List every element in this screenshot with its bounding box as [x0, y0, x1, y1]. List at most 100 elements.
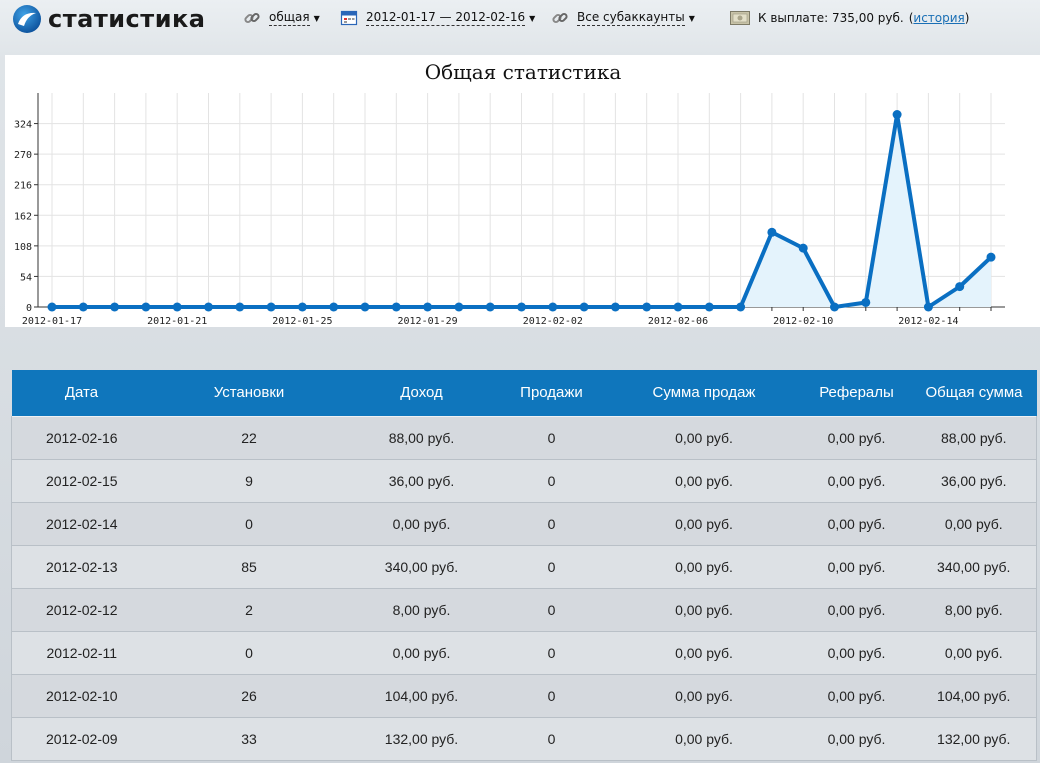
- cell-income: 340,00 руб.: [346, 544, 497, 589]
- top-bar: статистика общая ▼ 2012-01-17 — 2012-02-…: [0, 0, 1040, 36]
- data-point: [235, 302, 245, 312]
- column-header-income[interactable]: Доход: [346, 370, 497, 416]
- cell-referrals: 0,00 руб.: [801, 415, 912, 460]
- data-point: [110, 302, 120, 312]
- x-tick-label: 2012-01-21: [147, 316, 207, 327]
- column-header-sales[interactable]: Продажи: [496, 370, 607, 416]
- cell-income: 88,00 руб.: [346, 415, 497, 460]
- cell-sales-sum: 0,00 руб.: [606, 587, 802, 632]
- data-point: [485, 302, 495, 312]
- cell-date: 2012-02-12: [11, 587, 152, 632]
- data-point: [423, 302, 433, 312]
- data-point: [673, 302, 683, 312]
- column-header-sales-sum[interactable]: Сумма продаж: [606, 370, 802, 416]
- table-header-row: Дата Установки Доход Продажи Сумма прода…: [11, 370, 1037, 416]
- data-point: [141, 302, 151, 312]
- data-point: [923, 302, 933, 312]
- cell-date: 2012-02-09: [11, 716, 152, 761]
- cell-sales: 0: [496, 587, 607, 632]
- table-row: 2012-02-13 85 340,00 руб. 0 0,00 руб. 0,00 ру…: [11, 544, 1037, 589]
- paren-open: (: [908, 11, 914, 25]
- cell-total: 0,00 руб.: [911, 501, 1037, 546]
- cell-sales: 0: [496, 458, 607, 503]
- banknote-icon: [730, 11, 750, 25]
- column-header-referrals[interactable]: Рефералы: [801, 370, 912, 416]
- chevron-down-icon[interactable]: ▼: [529, 13, 536, 23]
- chain-link-icon: [552, 12, 568, 24]
- data-point: [830, 302, 839, 312]
- cell-income: 132,00 руб.: [346, 716, 497, 761]
- chart-panel: 0 54 108 162 216 270 324 2012-01-17 2012-01-21 20…: [5, 55, 1040, 327]
- chevron-down-icon[interactable]: ▼: [688, 13, 695, 23]
- cell-sales-sum: 0,00 руб.: [606, 716, 802, 761]
- cell-date: 2012-02-11: [11, 630, 152, 675]
- data-point: [391, 302, 401, 312]
- stats-table: Дата Установки Доход Продажи Сумма прода…: [11, 370, 1037, 761]
- cell-date: 2012-02-14: [11, 501, 152, 546]
- column-header-date[interactable]: Дата: [11, 370, 152, 416]
- cell-sales: 0: [496, 544, 607, 589]
- cell-date: 2012-02-16: [11, 415, 152, 460]
- data-point: [360, 302, 370, 312]
- payout-amount: К выплате: 735,00 руб.: [758, 11, 904, 25]
- data-point: [172, 302, 182, 312]
- cell-installs: 85: [151, 544, 347, 589]
- table-row: 2012-02-11 0 0,00 руб. 0 0,00 руб. 0,00 руб. 0…: [11, 630, 1037, 675]
- column-header-installs[interactable]: Установки: [151, 370, 347, 416]
- cell-sales-sum: 0,00 руб.: [606, 501, 802, 546]
- chevron-down-icon[interactable]: ▼: [313, 13, 320, 23]
- cell-installs: 26: [151, 673, 347, 718]
- data-point: [204, 302, 213, 312]
- data-point: [704, 302, 714, 312]
- x-tick-label: 2012-02-02: [523, 316, 583, 327]
- data-point: [642, 302, 652, 312]
- subaccounts-dropdown[interactable]: Все субаккаунты: [577, 10, 685, 26]
- cell-referrals: 0,00 руб.: [801, 673, 912, 718]
- cell-referrals: 0,00 руб.: [801, 716, 912, 761]
- data-point: [955, 282, 965, 292]
- cell-referrals: 0,00 руб.: [801, 587, 912, 632]
- data-point: [78, 302, 88, 312]
- cell-sales: 0: [496, 673, 607, 718]
- x-tick-label: 2012-01-29: [397, 316, 457, 327]
- cell-total: 88,00 руб.: [911, 415, 1037, 460]
- cell-sales-sum: 0,00 руб.: [606, 544, 802, 589]
- table-row: 2012-02-09 33 132,00 руб. 0 0,00 руб. 0,00 ру…: [11, 716, 1037, 761]
- date-range-selector[interactable]: 2012-01-17 — 2012-02-16 ▼: [340, 8, 535, 28]
- y-tick-label: 54: [20, 272, 32, 283]
- table-row: 2012-02-16 22 88,00 руб. 0 0,00 руб. 0,00 руб…: [11, 415, 1037, 460]
- cell-income: 8,00 руб.: [346, 587, 497, 632]
- data-point: [798, 243, 808, 253]
- data-point: [454, 302, 464, 312]
- y-tick-label: 108: [14, 242, 32, 253]
- cell-income: 0,00 руб.: [346, 501, 497, 546]
- cell-installs: 0: [151, 501, 347, 546]
- table-row: 2012-02-12 2 8,00 руб. 0 0,00 руб. 0,00 руб. 8…: [11, 587, 1037, 632]
- y-tick-label: 270: [14, 150, 32, 161]
- payout-info: К выплате: 735,00 руб. (история): [730, 8, 969, 28]
- chain-link-icon: [244, 12, 260, 24]
- filter-dropdown[interactable]: общая: [269, 10, 310, 26]
- cell-total: 36,00 руб.: [911, 458, 1037, 503]
- column-header-total[interactable]: Общая сумма: [911, 370, 1037, 416]
- data-point: [329, 302, 339, 312]
- data-point: [517, 302, 526, 312]
- filter-selector[interactable]: общая ▼: [243, 8, 320, 28]
- paren-close: ): [964, 11, 970, 25]
- cell-referrals: 0,00 руб.: [801, 458, 912, 503]
- history-link[interactable]: история: [913, 11, 965, 25]
- cell-total: 104,00 руб.: [911, 673, 1037, 718]
- cell-sales: 0: [496, 630, 607, 675]
- table-row: 2012-02-15 9 36,00 руб. 0 0,00 руб. 0,00 руб.…: [11, 458, 1037, 503]
- date-range-dropdown[interactable]: 2012-01-17 — 2012-02-16: [366, 10, 526, 26]
- cell-sales: 0: [496, 716, 607, 761]
- y-tick-label: 0: [26, 303, 32, 314]
- logo[interactable]: статистика: [12, 4, 206, 34]
- y-tick-label: 324: [14, 120, 32, 131]
- data-point: [548, 302, 558, 312]
- statistics-chart: 0 54 108 162 216 270 324 2012-01-17 2012-01-21 20…: [14, 60, 1005, 327]
- cell-date: 2012-02-15: [11, 458, 152, 503]
- cell-referrals: 0,00 руб.: [801, 501, 912, 546]
- subaccounts-selector[interactable]: Все субаккаунты ▼: [551, 8, 695, 28]
- data-point: [892, 110, 902, 120]
